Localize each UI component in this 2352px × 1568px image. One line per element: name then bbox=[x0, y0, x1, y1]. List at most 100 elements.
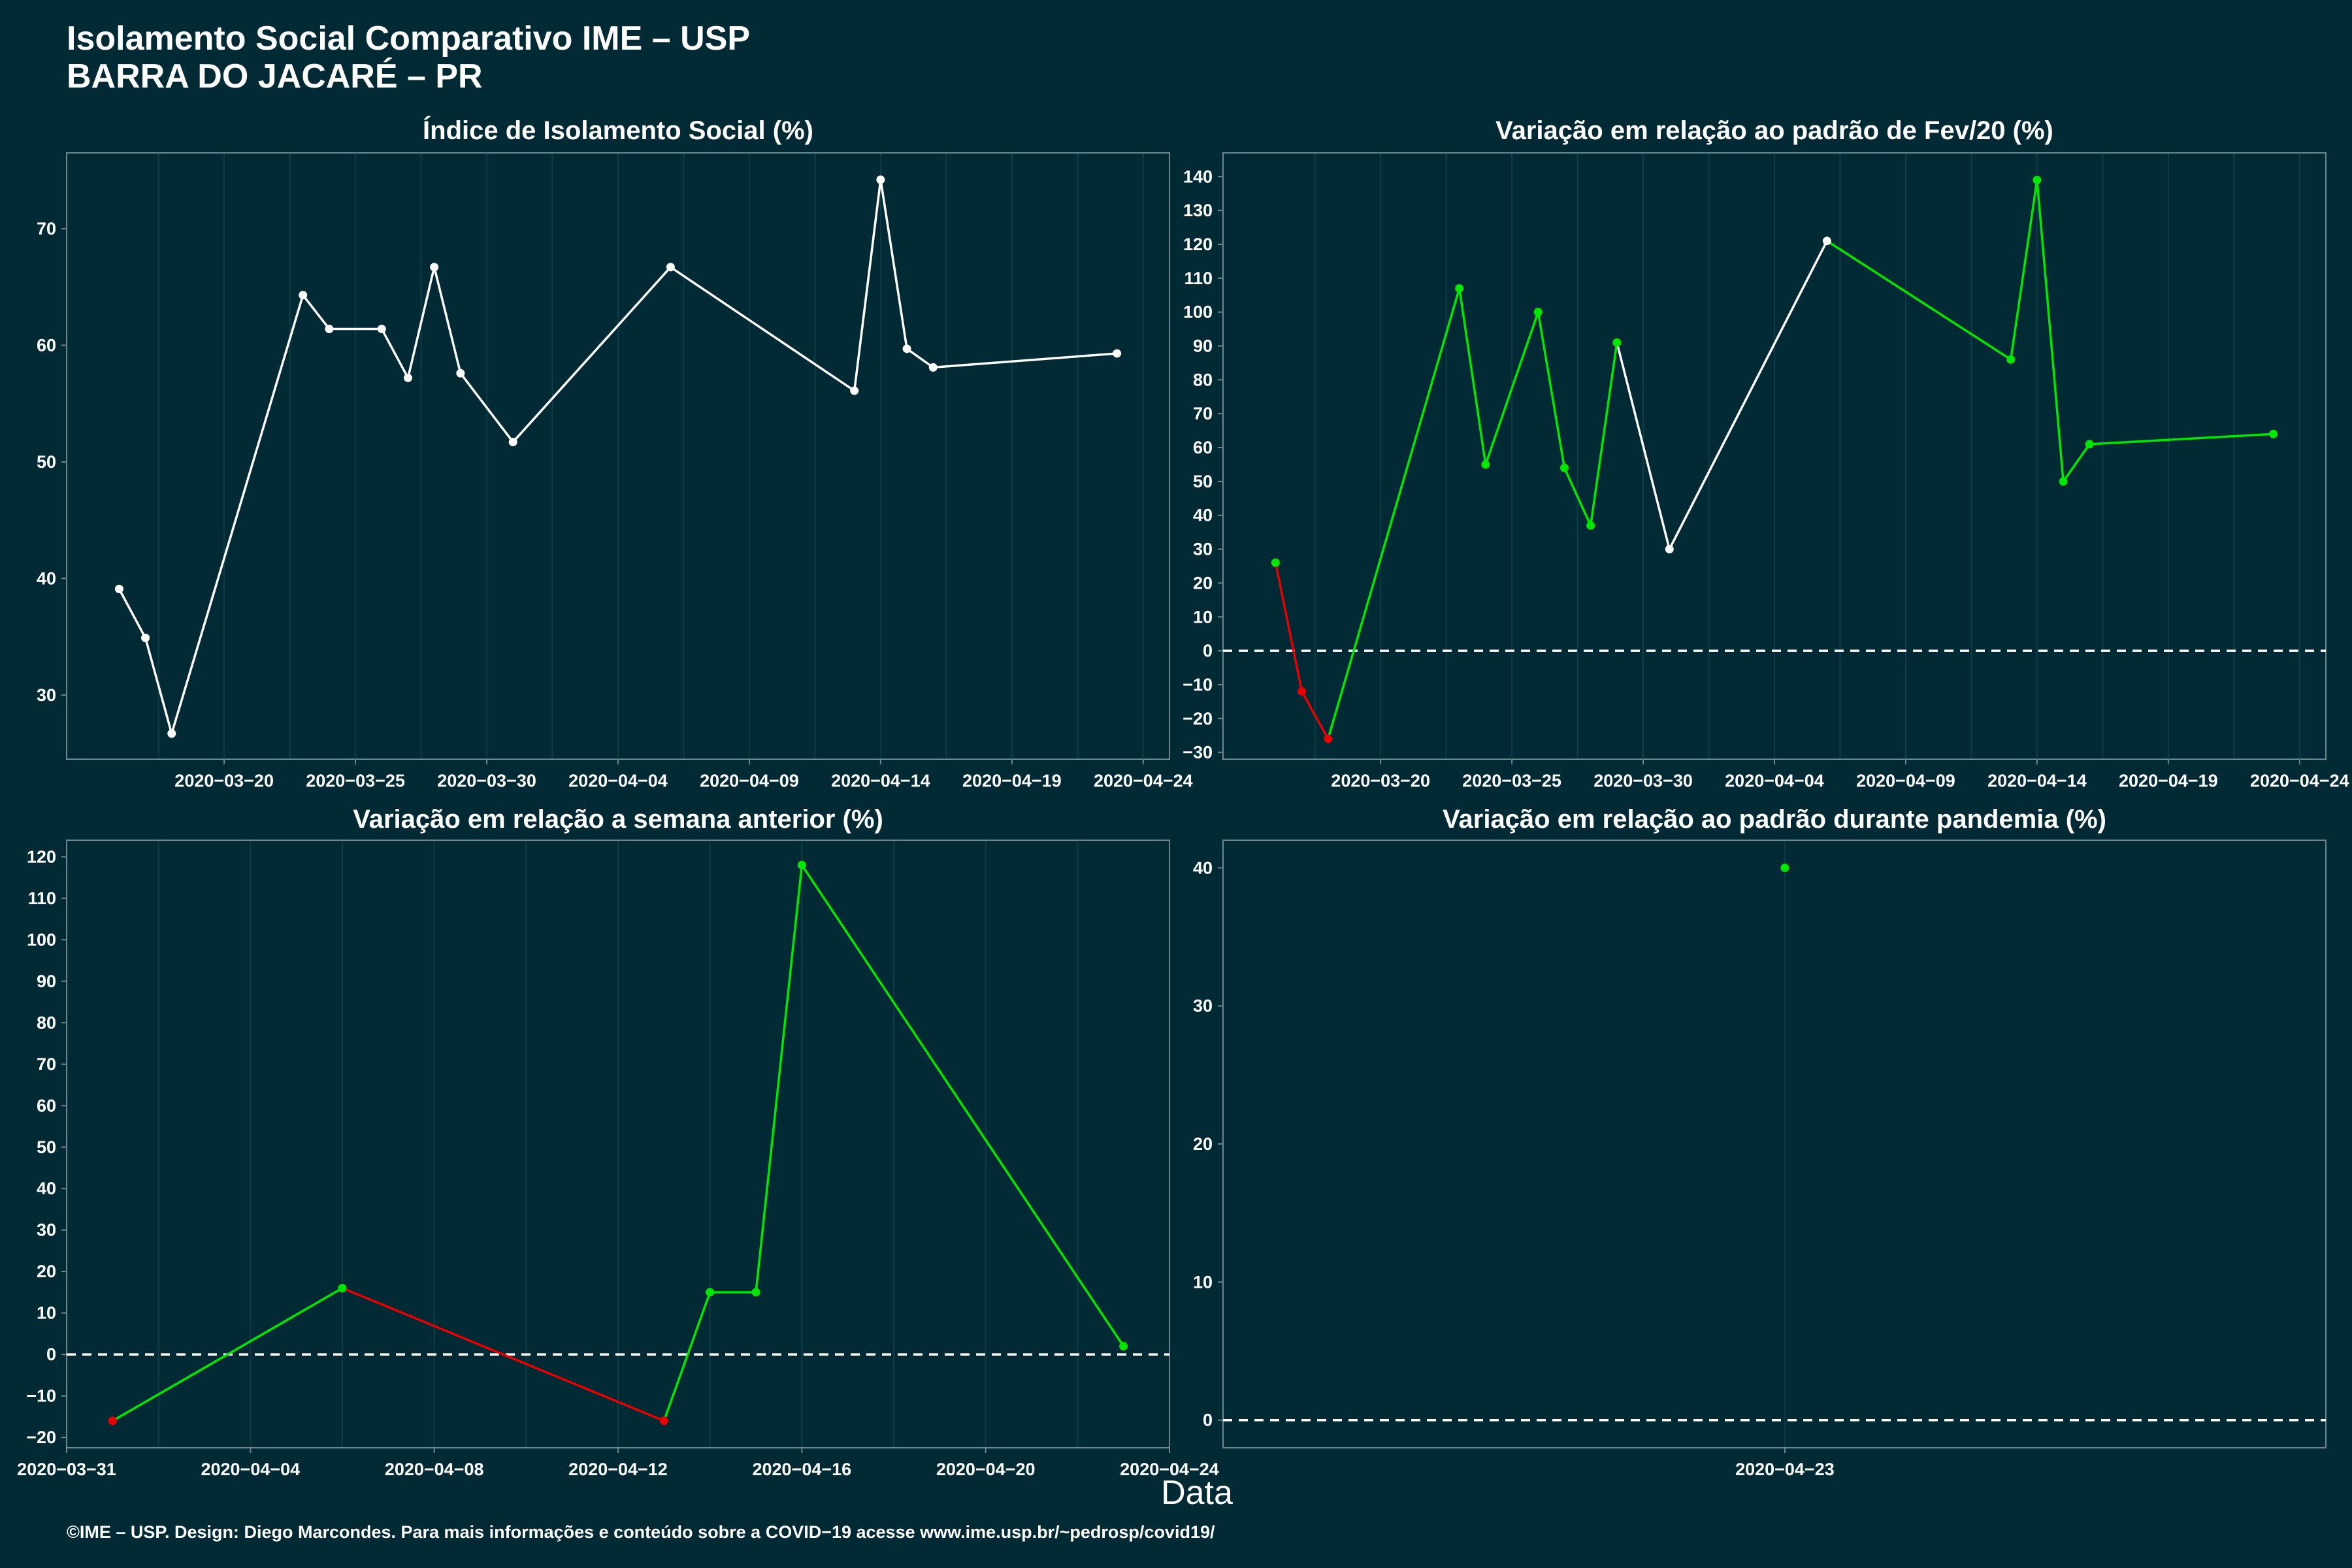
series-line-segment bbox=[2009, 180, 2038, 360]
data-point bbox=[1612, 338, 1622, 347]
y-tick-label: −10 bbox=[26, 1386, 56, 1406]
series-line-segment bbox=[906, 348, 934, 368]
data-point bbox=[666, 263, 675, 272]
y-tick-label: 110 bbox=[1184, 269, 1213, 288]
series-line-segment bbox=[1668, 240, 1828, 550]
data-point bbox=[2269, 429, 2278, 438]
y-tick-label: 100 bbox=[27, 930, 56, 949]
x-tick-label: 2020−04−20 bbox=[936, 1460, 1036, 1479]
series-line-segment bbox=[1537, 312, 1566, 468]
data-point bbox=[1298, 687, 1307, 696]
data-point bbox=[403, 373, 412, 382]
y-tick-label: 70 bbox=[37, 219, 56, 238]
series-line-segment bbox=[302, 294, 331, 330]
y-tick-label: 20 bbox=[37, 1262, 56, 1281]
y-tick-label: 50 bbox=[1193, 472, 1213, 491]
x-tick-label: 2020−03−30 bbox=[437, 771, 536, 791]
y-tick-label: 10 bbox=[37, 1303, 56, 1323]
data-point bbox=[299, 291, 308, 300]
data-point bbox=[167, 729, 176, 738]
footer-caption: ©IME – USP. Design: Diego Marcondes. Par… bbox=[67, 1522, 1215, 1542]
series-line-segment bbox=[853, 179, 882, 391]
series-line-segment bbox=[2036, 180, 2065, 482]
data-point bbox=[377, 324, 386, 333]
x-tick-label: 2020−04−09 bbox=[700, 771, 799, 791]
y-tick-label: 100 bbox=[1183, 302, 1213, 322]
y-tick-label: 20 bbox=[1193, 1134, 1213, 1154]
data-point bbox=[1455, 284, 1464, 293]
data-point bbox=[876, 175, 885, 184]
data-point bbox=[141, 633, 150, 642]
series-line-segment bbox=[342, 1286, 665, 1422]
series-line-segment bbox=[380, 328, 410, 379]
data-point bbox=[659, 1416, 668, 1426]
x-tick-label: 2020−04−14 bbox=[831, 771, 930, 791]
y-tick-label: 30 bbox=[37, 685, 56, 705]
panel-border bbox=[1222, 840, 2327, 1448]
y-tick-label: 130 bbox=[1183, 201, 1213, 220]
y-tick-label: 110 bbox=[27, 889, 56, 908]
data-point bbox=[1822, 237, 1831, 246]
series-line-segment bbox=[879, 179, 908, 350]
data-point bbox=[508, 438, 517, 447]
data-point bbox=[430, 263, 439, 272]
data-point bbox=[2085, 440, 2094, 449]
x-tick-label: 2020−03−20 bbox=[1331, 771, 1430, 791]
x-tick-label: 2020−03−25 bbox=[306, 771, 405, 791]
panel-title-variation-week: Variação em relação a semana anterior (%… bbox=[353, 805, 883, 834]
data-point bbox=[850, 386, 859, 395]
y-tick-label: 50 bbox=[37, 1137, 56, 1157]
series-line-segment bbox=[1826, 240, 2012, 361]
x-tick-label: 2020−04−09 bbox=[1856, 771, 1955, 791]
y-tick-label: 0 bbox=[1203, 641, 1213, 661]
series-line-segment bbox=[1589, 342, 1618, 526]
series-line-segment bbox=[144, 637, 173, 734]
chart-panel-2: −30 −20 −10 0 10 20 30 40 50 60 70 80 90 100 110 120 130… bbox=[1183, 152, 2349, 791]
series-line-segment bbox=[933, 352, 1117, 369]
data-point bbox=[706, 1288, 715, 1297]
series-line-segment bbox=[112, 1287, 343, 1422]
x-tick-label: 2020−03−20 bbox=[174, 771, 274, 791]
x-tick-label: 2020−04−12 bbox=[568, 1460, 668, 1479]
series-line-segment bbox=[1274, 562, 1303, 692]
y-tick-label: 10 bbox=[1193, 607, 1213, 627]
data-point bbox=[114, 584, 123, 593]
main-title: Isolamento Social Comparativo IME – USP … bbox=[67, 20, 750, 95]
y-tick-label: 0 bbox=[46, 1345, 56, 1364]
y-tick-label: −20 bbox=[1183, 709, 1213, 728]
data-point bbox=[797, 860, 806, 870]
chart-panel-3: −20−1001020304050607080901001101202020−0… bbox=[17, 840, 1219, 1479]
series-line-segment bbox=[800, 864, 1125, 1347]
y-tick-label: 40 bbox=[37, 568, 56, 588]
y-tick-label: 40 bbox=[1193, 506, 1213, 525]
chart-panel-4: 0 10 20 30 40 2020−04−23 bbox=[1193, 840, 2327, 1479]
series-line-segment bbox=[1301, 691, 1330, 740]
series-line-segment bbox=[459, 372, 514, 443]
main-title-line2: BARRA DO JACARÉ – PR bbox=[67, 57, 483, 95]
series-line-segment bbox=[1616, 342, 1671, 550]
y-tick-label: 60 bbox=[1193, 438, 1213, 457]
y-tick-label: 120 bbox=[1183, 235, 1213, 254]
x-tick-label: 2020−04−04 bbox=[201, 1460, 300, 1479]
y-tick-label: −30 bbox=[1183, 743, 1213, 762]
series-line-segment bbox=[512, 266, 672, 443]
panel-title-isolation-index: Índice de Isolamento Social (%) bbox=[423, 116, 813, 145]
data-point bbox=[1533, 308, 1543, 317]
data-point bbox=[1665, 545, 1674, 554]
data-point bbox=[751, 1288, 760, 1297]
y-tick-label: 140 bbox=[1183, 167, 1213, 186]
y-tick-label: 80 bbox=[37, 1013, 56, 1032]
y-tick-label: 90 bbox=[37, 972, 56, 991]
data-point bbox=[2033, 175, 2042, 184]
y-tick-label: 90 bbox=[1193, 336, 1213, 356]
series-line-segment bbox=[1563, 467, 1592, 527]
y-tick-label: 70 bbox=[37, 1054, 56, 1074]
x-tick-label: 2020−04−16 bbox=[752, 1460, 851, 1479]
series-line-segment bbox=[406, 267, 436, 378]
y-tick-label: −10 bbox=[1183, 675, 1213, 694]
series-line-segment bbox=[1458, 288, 1487, 465]
y-tick-label: 40 bbox=[1193, 858, 1213, 877]
series-line-segment bbox=[2062, 443, 2091, 482]
x-tick-label: 2020−04−24 bbox=[2250, 771, 2349, 791]
